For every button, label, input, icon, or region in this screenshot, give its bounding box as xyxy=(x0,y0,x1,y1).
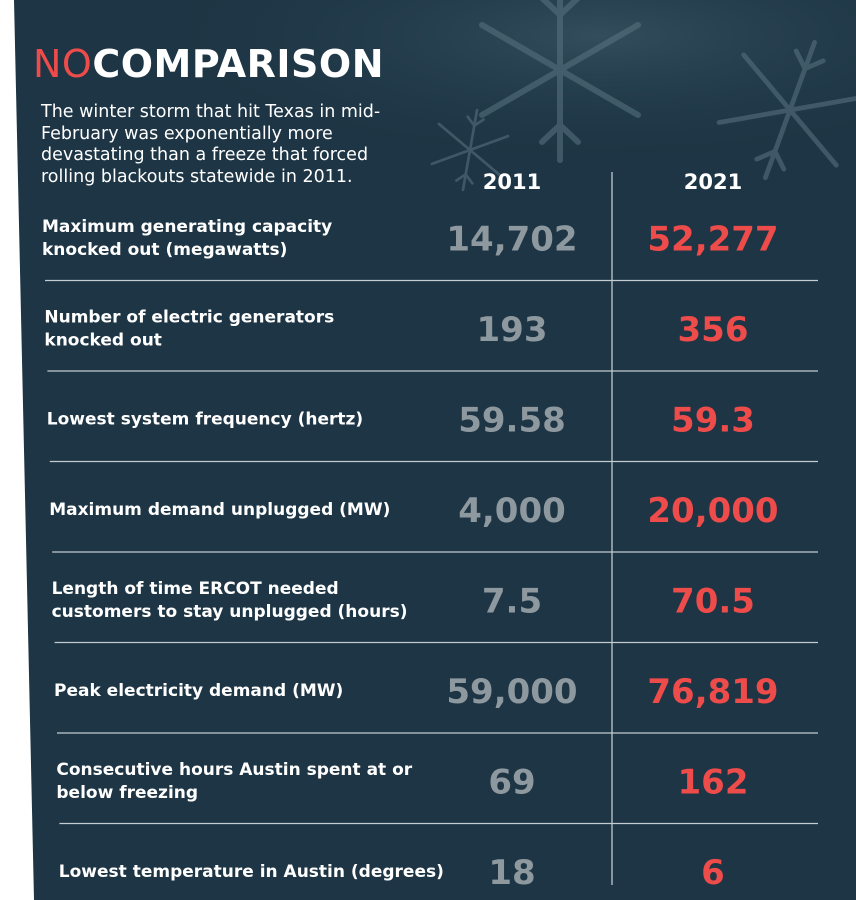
row-label: Maximum demand unplugged (MW) xyxy=(49,500,390,520)
column-header-2011: 2011 xyxy=(483,170,541,194)
row-label: knocked out (megawatts) xyxy=(42,240,287,260)
value-2021: 76,819 xyxy=(647,672,778,712)
value-2021: 59.3 xyxy=(671,400,755,440)
value-2011: 4,000 xyxy=(458,491,566,531)
value-2021: 70.5 xyxy=(671,581,755,621)
value-2021: 162 xyxy=(678,762,749,802)
row-label: customers to stay unplugged (hours) xyxy=(52,602,408,622)
row-label: Length of time ERCOT needed xyxy=(52,579,339,599)
value-2021: 356 xyxy=(678,310,749,350)
value-2011: 59.58 xyxy=(458,400,566,440)
value-2011: 7.5 xyxy=(482,581,542,621)
headline-accent: NO xyxy=(33,42,93,86)
value-2011: 59,000 xyxy=(446,672,577,712)
row-label: Consecutive hours Austin spent at or xyxy=(56,760,412,780)
row-label: Maximum generating capacity xyxy=(42,217,332,237)
row-label: Lowest system frequency (hertz) xyxy=(47,409,363,429)
headline-rest: COMPARISON xyxy=(92,42,384,86)
value-2011: 14,702 xyxy=(446,219,577,259)
value-2021: 6 xyxy=(701,853,725,893)
intro-text: The winter storm that hit Texas in mid-F… xyxy=(41,102,381,187)
row-label: Number of electric generators xyxy=(44,307,334,327)
value-2011: 69 xyxy=(488,762,535,802)
row-label: below freezing xyxy=(56,783,198,803)
headline: NOCOMPARISON xyxy=(33,38,384,90)
value-2011: 18 xyxy=(488,853,535,893)
row-label: Lowest temperature in Austin (degrees) xyxy=(59,862,444,882)
row-label: Peak electricity demand (MW) xyxy=(54,681,343,701)
value-2011: 193 xyxy=(477,310,548,350)
value-2021: 52,277 xyxy=(647,219,778,259)
column-header-2021: 2021 xyxy=(684,170,742,194)
value-2021: 20,000 xyxy=(647,491,778,531)
row-label: knocked out xyxy=(44,330,162,350)
